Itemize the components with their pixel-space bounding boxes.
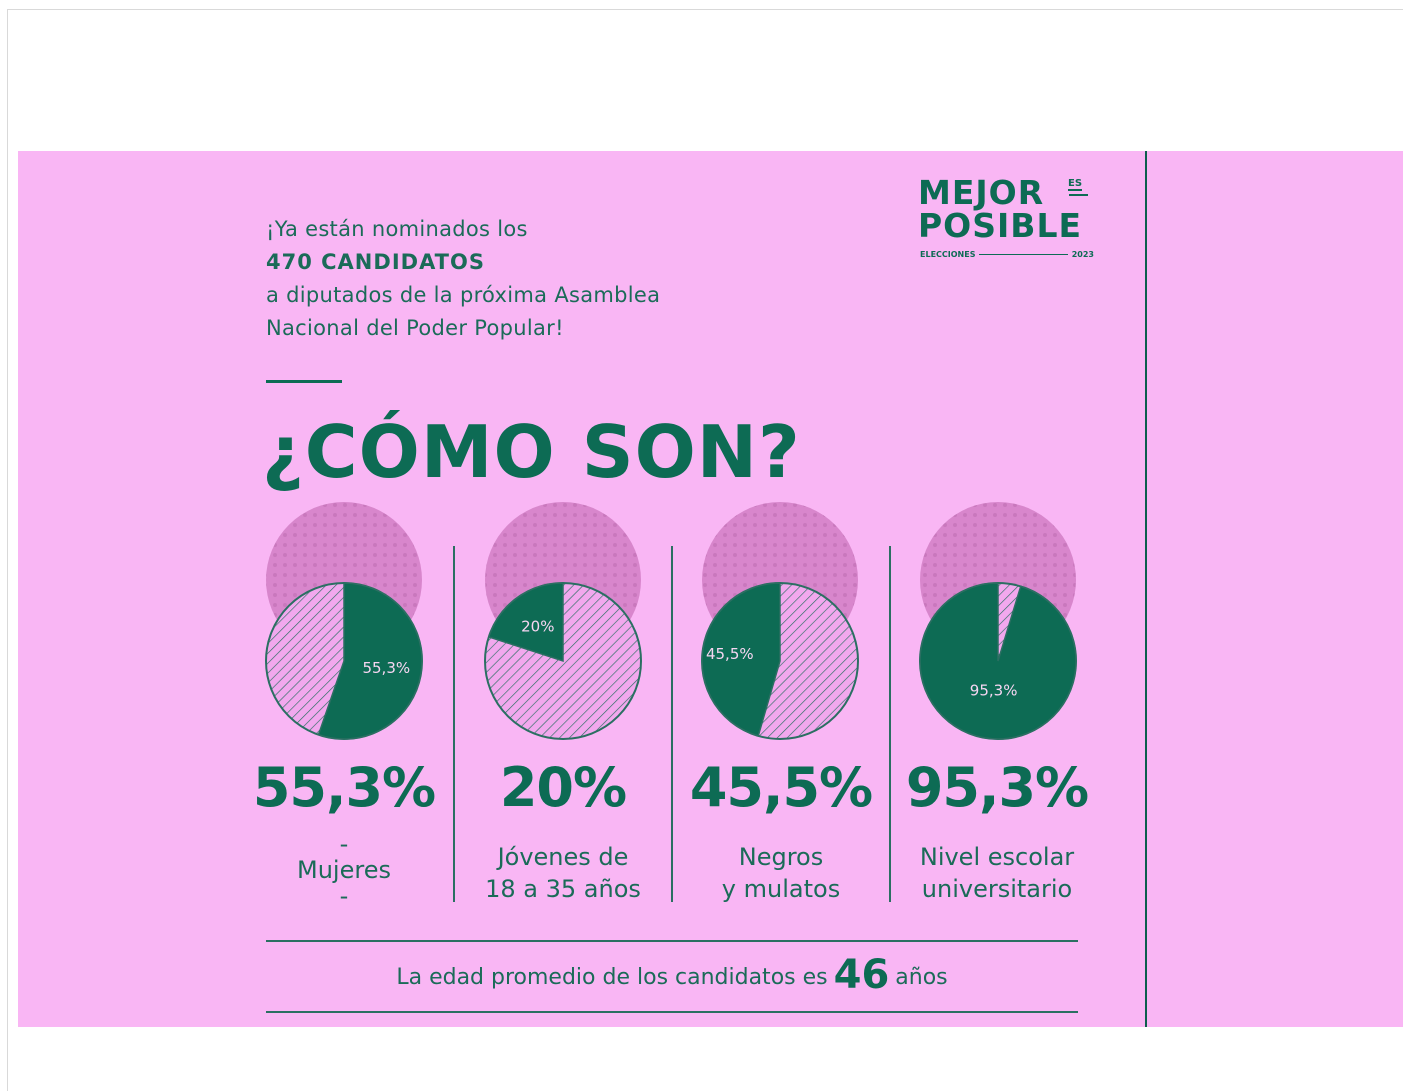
pie-value-label: 45,5% — [706, 645, 754, 663]
column-divider — [453, 546, 455, 902]
stat-label-line: y mulatos — [721, 875, 841, 903]
footer-before: La edad promedio de los candidatos es — [396, 965, 828, 990]
intro-line-4: Nacional del Poder Popular! — [266, 316, 564, 340]
stat-label-line: 18 a 35 años — [485, 875, 641, 903]
intro-line-3: a diputados de la próxima Asamblea — [266, 283, 661, 307]
stat-women: 55,3% - Mujeres - — [239, 756, 449, 909]
logo-es: ES — [1068, 178, 1083, 191]
column-divider — [889, 546, 891, 902]
logo-sub-rule — [979, 254, 1068, 255]
stat-value: 55,3% — [252, 756, 436, 819]
intro-text: ¡Ya están nominados los 470 CANDIDATOS a… — [266, 213, 826, 345]
logo-subline: ELECCIONES 2023 — [920, 250, 1094, 259]
pie-value-label: 95,3% — [970, 681, 1018, 699]
intro-line-2: 470 CANDIDATOS — [266, 250, 485, 274]
pie-value-label: 55,3% — [362, 659, 410, 677]
footer-after: años — [895, 965, 948, 990]
stat-label-line: Nivel escolar — [919, 843, 1075, 871]
logo-sub-right: 2023 — [1071, 250, 1094, 259]
stat-label-line: - — [339, 882, 349, 910]
stat-black-mulatto: 45,5% Negros y mulatos — [676, 756, 886, 905]
stat-label-line: universitario — [921, 875, 1073, 903]
footer-text: La edad promedio de los candidatos es 46 a… — [266, 952, 1078, 998]
page-frame — [7, 9, 1403, 1091]
footer-number: 46 — [833, 952, 890, 998]
logo-line-2: POSIBLE — [918, 206, 1083, 245]
stat-label: Nivel escolar universitario — [892, 841, 1102, 905]
logo-bar — [1069, 194, 1088, 196]
stat-label-line: Negros — [738, 843, 824, 871]
stat-label-line: - — [339, 830, 349, 858]
pie-value-slice — [317, 582, 423, 740]
stat-value: 20% — [499, 756, 627, 819]
stat-university: 95,3% Nivel escolar universitario — [892, 756, 1102, 905]
pie-value-slice — [701, 582, 781, 737]
footer-rule-bottom — [266, 1011, 1078, 1013]
stat-youth: 20% Jóvenes de 18 a 35 años — [458, 756, 668, 905]
title-dash — [266, 380, 342, 383]
logo: MEJOR ES POSIBLE ELECCIONES 2023 — [918, 176, 1098, 266]
pie-value-slice — [919, 582, 1077, 740]
stat-label-line: Mujeres — [297, 856, 391, 884]
pie-value-label: 20% — [521, 617, 554, 635]
stat-label: - Mujeres - — [239, 831, 449, 909]
stat-label: Negros y mulatos — [676, 841, 886, 905]
headline: ¿CÓMO SON? — [262, 410, 801, 494]
panel-divider — [1145, 151, 1147, 1027]
pie-value-slice — [487, 582, 564, 663]
column-divider — [671, 546, 673, 902]
footer-rule-top — [266, 940, 1078, 942]
stat-value: 95,3% — [905, 756, 1089, 819]
stat-label-line: Jóvenes de — [497, 843, 629, 871]
intro-line-1: ¡Ya están nominados los — [266, 217, 528, 241]
stat-value: 45,5% — [689, 756, 873, 819]
logo-sub-left: ELECCIONES — [920, 250, 976, 259]
logo-line-1: MEJOR — [918, 173, 1045, 212]
stat-label: Jóvenes de 18 a 35 años — [458, 841, 668, 905]
